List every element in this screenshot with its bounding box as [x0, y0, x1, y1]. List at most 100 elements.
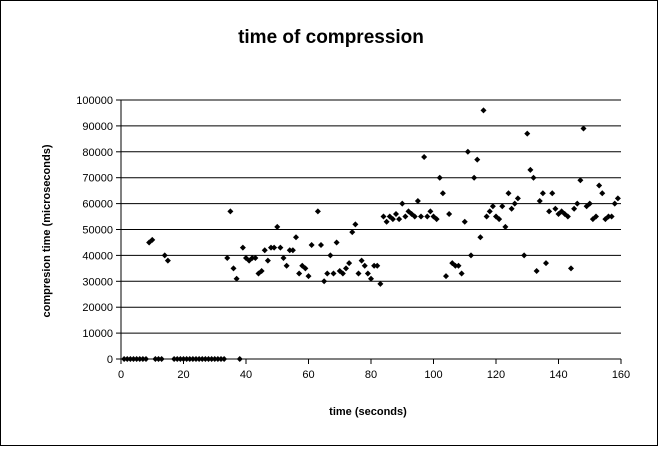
data-point: [211, 356, 218, 362]
data-point: [171, 356, 178, 362]
y-tick-label: 30000: [82, 276, 113, 288]
data-point: [239, 244, 246, 251]
data-point: [455, 262, 462, 269]
data-point: [258, 267, 265, 274]
data-point: [189, 356, 196, 362]
data-point: [274, 223, 281, 230]
data-point: [439, 190, 446, 197]
data-point: [227, 208, 234, 215]
data-point: [396, 216, 403, 223]
data-point: [527, 166, 534, 173]
data-point: [483, 213, 490, 220]
data-point: [214, 356, 221, 362]
data-point: [352, 221, 359, 228]
data-point: [421, 153, 428, 160]
data-point: [499, 203, 506, 210]
data-point: [458, 270, 465, 277]
data-point: [174, 356, 181, 362]
data-point: [271, 244, 278, 251]
data-point: [121, 356, 128, 362]
data-point: [443, 273, 449, 280]
data-point: [139, 356, 146, 362]
data-point: [349, 229, 356, 236]
data-point: [399, 200, 406, 207]
x-tick-label: 0: [118, 369, 124, 381]
y-tick-label: 20000: [82, 302, 113, 314]
y-tick-label: 0: [107, 354, 113, 366]
data-point: [133, 356, 140, 362]
data-point: [593, 213, 599, 220]
data-point: [514, 195, 521, 202]
data-point: [164, 257, 171, 264]
data-point: [414, 198, 421, 205]
y-tick-labels: 0 10000 20000 30000 40000 50000 60000 70000 8000…: [76, 95, 113, 366]
data-point: [127, 356, 134, 362]
data-point: [508, 205, 515, 212]
data-point: [346, 260, 353, 267]
data-point: [318, 242, 324, 249]
y-tick-label: 40000: [82, 250, 113, 262]
y-tick-label: 50000: [82, 225, 113, 237]
data-point: [233, 275, 240, 282]
data-point: [424, 213, 431, 220]
data-point: [202, 356, 209, 362]
data-point: [389, 216, 396, 223]
data-point: [393, 210, 399, 217]
data-point: [314, 208, 321, 215]
data-point: [468, 252, 474, 259]
data-point: [308, 242, 315, 249]
x-tick-label: 20: [177, 369, 189, 381]
data-point: [402, 213, 409, 220]
data-point: [339, 270, 346, 277]
data-point: [446, 210, 453, 217]
data-points: [121, 107, 621, 362]
data-point: [543, 260, 549, 267]
data-point: [293, 234, 299, 241]
data-point: [333, 239, 340, 246]
y-tick-label: 80000: [82, 147, 113, 159]
chart-title: time of compression: [238, 27, 424, 48]
data-point: [564, 213, 571, 220]
data-point: [183, 356, 190, 362]
data-point: [261, 247, 268, 254]
x-tick-label: 40: [240, 369, 252, 381]
data-point: [305, 273, 312, 280]
data-point: [577, 177, 584, 184]
data-point: [574, 200, 581, 207]
data-point: [496, 216, 503, 223]
data-point: [377, 280, 384, 287]
data-point: [327, 252, 334, 259]
data-point: [489, 203, 496, 210]
data-point: [193, 356, 199, 362]
data-point: [549, 190, 556, 197]
data-point: [580, 125, 587, 132]
data-point: [371, 262, 378, 269]
data-point: [236, 356, 243, 362]
data-point: [286, 247, 293, 254]
y-tick-label: 90000: [82, 121, 113, 133]
data-point: [474, 156, 481, 163]
data-point: [152, 356, 159, 362]
data-point: [268, 244, 274, 251]
data-point: [196, 356, 203, 362]
data-point: [208, 356, 215, 362]
data-point: [464, 148, 471, 155]
data-point: [596, 182, 603, 189]
data-point: [524, 130, 531, 137]
grid-layer: [121, 99, 621, 334]
data-point: [480, 107, 487, 114]
data-point: [511, 200, 518, 207]
data-point: [599, 190, 606, 197]
data-point: [289, 247, 296, 254]
data-point: [608, 213, 615, 220]
data-point: [427, 208, 434, 215]
data-point: [418, 213, 424, 220]
data-point: [571, 205, 578, 212]
data-point: [136, 356, 143, 362]
x-tick-label: 100: [424, 369, 442, 381]
data-point: [205, 356, 212, 362]
data-point: [568, 265, 574, 272]
x-tick-label: 120: [487, 369, 505, 381]
data-point: [177, 356, 184, 362]
